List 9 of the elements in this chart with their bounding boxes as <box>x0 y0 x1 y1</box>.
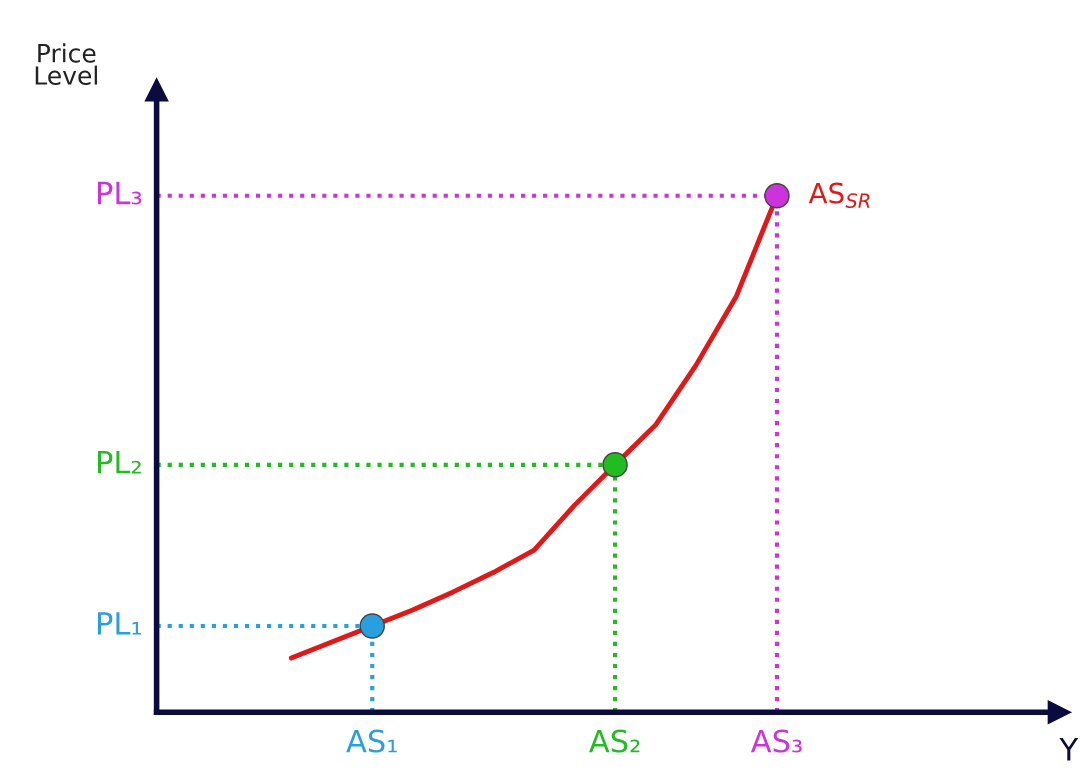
text: Y <box>1059 738 1079 761</box>
ref-line-label: PL₂ <box>98 450 141 474</box>
x-tick-label: AS₂ <box>589 729 640 753</box>
x-tick-label: AS₃ <box>750 729 802 753</box>
x-tick-label: AS₁ <box>346 729 397 753</box>
ref-line-label: PL₃ <box>98 181 142 205</box>
ref-line-label: PL₁ <box>98 612 142 635</box>
series-label: AS$_{SR}$ <box>808 182 870 208</box>
text: Price Level <box>35 43 97 85</box>
